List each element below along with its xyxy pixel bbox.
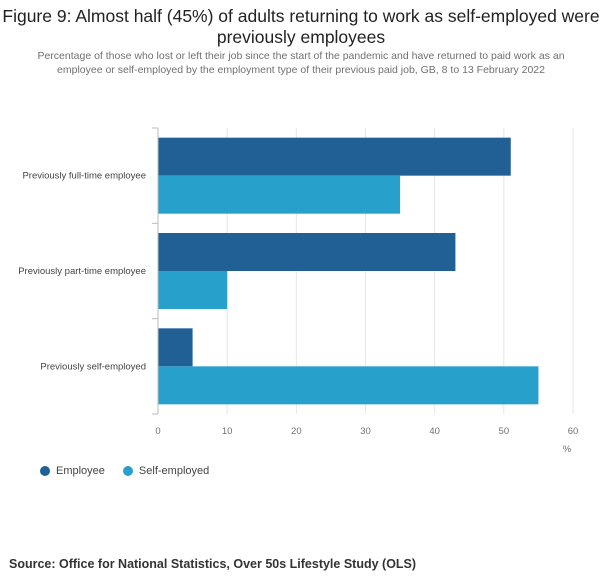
legend-item-self-employed[interactable]: Self-employed: [122, 465, 210, 477]
legend-item-employee[interactable]: Employee: [40, 465, 105, 477]
x-axis-label: %: [563, 444, 572, 455]
category-label: Previously self-employed: [40, 361, 146, 372]
x-tick-label: 10: [222, 426, 233, 437]
bar-employee: [158, 137, 511, 176]
legend-label-employee: Employee: [56, 465, 105, 477]
category-label: Previously part-time employee: [18, 266, 146, 277]
bar-chart: Previously full-time employee Previously …: [18, 127, 579, 455]
legend-swatch-employee: [40, 466, 50, 476]
bar-self-employed: [158, 366, 539, 405]
source-note: Source: Office for National Statistics, …: [9, 557, 417, 571]
x-tick-label: 20: [291, 426, 302, 437]
x-tick-label: 0: [155, 426, 160, 437]
x-tick-label: 30: [360, 426, 371, 437]
bar-self-employed: [158, 175, 401, 214]
bar-employee: [158, 328, 193, 367]
x-tick-label: 50: [499, 426, 510, 437]
x-tick-label: 40: [429, 426, 440, 437]
legend-swatch-self-employed: [122, 466, 133, 476]
legend-label-self-employed: Self-employed: [138, 465, 210, 477]
category-label: Previously full-time employee: [22, 171, 146, 182]
bar-self-employed: [158, 271, 228, 309]
bar-employee: [158, 233, 456, 271]
chart-title: Figure 9: Almost half (45%) of adults re…: [2, 6, 600, 47]
x-tick-label: 60: [568, 426, 579, 437]
chart-subtitle: Percentage of those who lost or left the…: [37, 50, 565, 76]
chart-legend: Employee Self-employed: [40, 465, 209, 477]
